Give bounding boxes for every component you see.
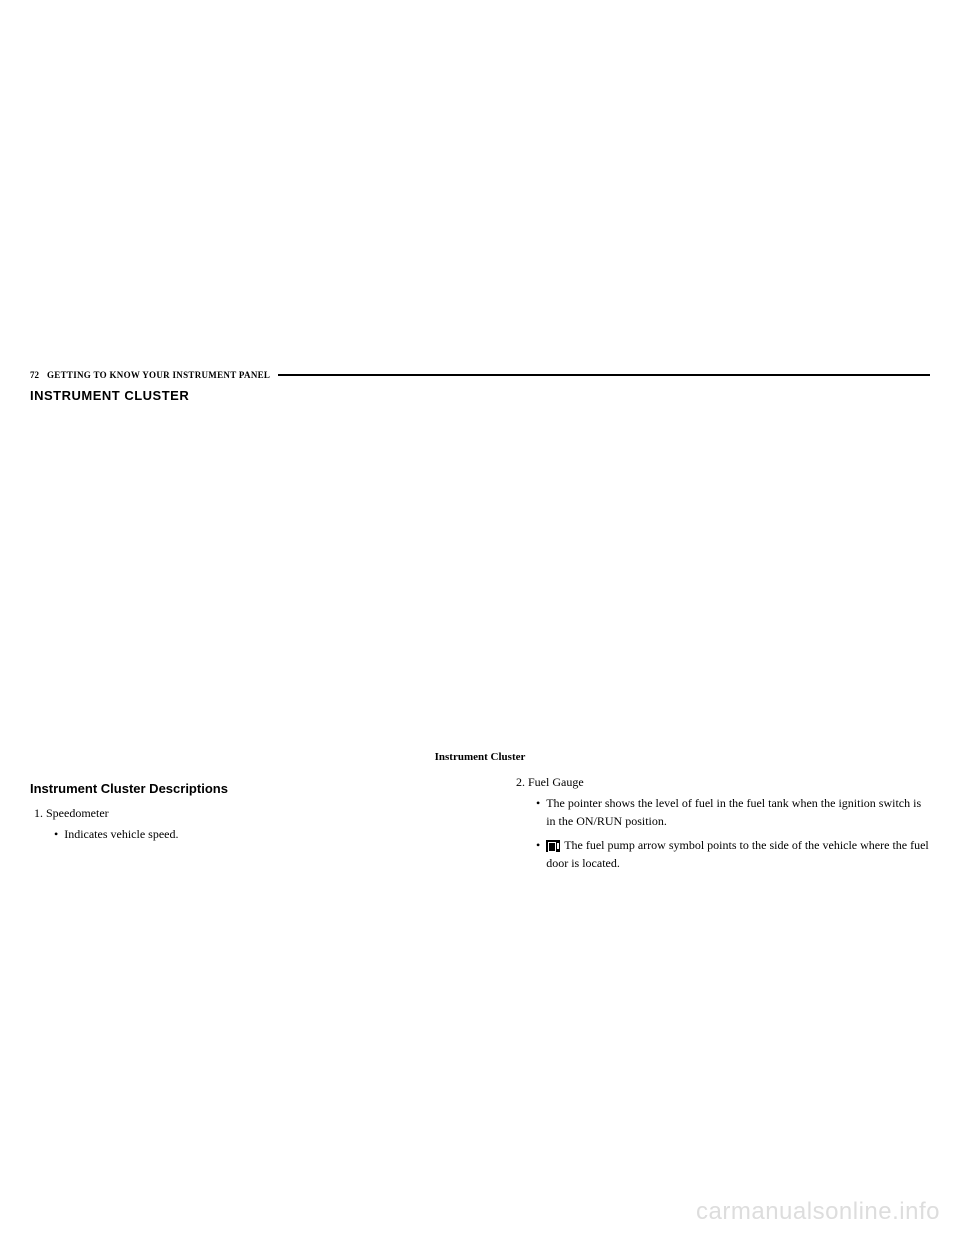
item-title: Speedometer xyxy=(46,806,109,820)
bullet-text-with-icon: The fuel pump arrow symbol points to the… xyxy=(546,836,930,872)
list-item-2-bullet-1: • The pointer shows the level of fuel in… xyxy=(536,794,930,830)
page-header: 72 GETTING TO KNOW YOUR INSTRUMENT PANEL xyxy=(30,370,930,380)
item-number: 1. xyxy=(34,806,43,820)
list-item-2: 2. Fuel Gauge xyxy=(516,775,930,790)
bullet-text: The pointer shows the level of fuel in t… xyxy=(546,794,930,830)
bullet-text: Indicates vehicle speed. xyxy=(64,825,468,843)
list-item-1-bullet: • Indicates vehicle speed. xyxy=(54,825,468,843)
page-number: 72 xyxy=(30,370,39,380)
section-title: INSTRUMENT CLUSTER xyxy=(30,388,930,403)
fuel-pump-icon xyxy=(546,840,560,852)
item-title: Fuel Gauge xyxy=(528,775,584,789)
bullet-text: The fuel pump arrow symbol points to the… xyxy=(546,838,929,870)
right-column: 2. Fuel Gauge • The pointer shows the le… xyxy=(492,775,930,878)
list-item-2-bullet-2: • The fuel pump arrow symbol points to t… xyxy=(536,836,930,872)
header-rule xyxy=(278,374,930,376)
subsection-title: Instrument Cluster Descriptions xyxy=(30,781,468,796)
bullet-marker: • xyxy=(54,825,58,843)
item-number: 2. xyxy=(516,775,525,789)
header-section-text: GETTING TO KNOW YOUR INSTRUMENT PANEL xyxy=(47,370,270,380)
bullet-marker: • xyxy=(536,836,540,872)
left-column: Instrument Cluster Descriptions 1. Speed… xyxy=(30,775,468,878)
figure-placeholder xyxy=(30,411,930,751)
bullet-marker: • xyxy=(536,794,540,830)
figure-caption: Instrument Cluster xyxy=(30,751,930,763)
list-item-1: 1. Speedometer xyxy=(34,806,468,821)
watermark: carmanualsonline.info xyxy=(696,1198,940,1226)
